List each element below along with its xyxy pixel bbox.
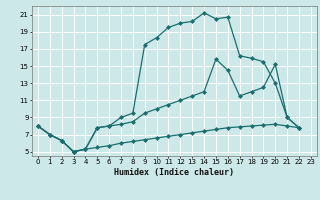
X-axis label: Humidex (Indice chaleur): Humidex (Indice chaleur) <box>115 168 234 177</box>
